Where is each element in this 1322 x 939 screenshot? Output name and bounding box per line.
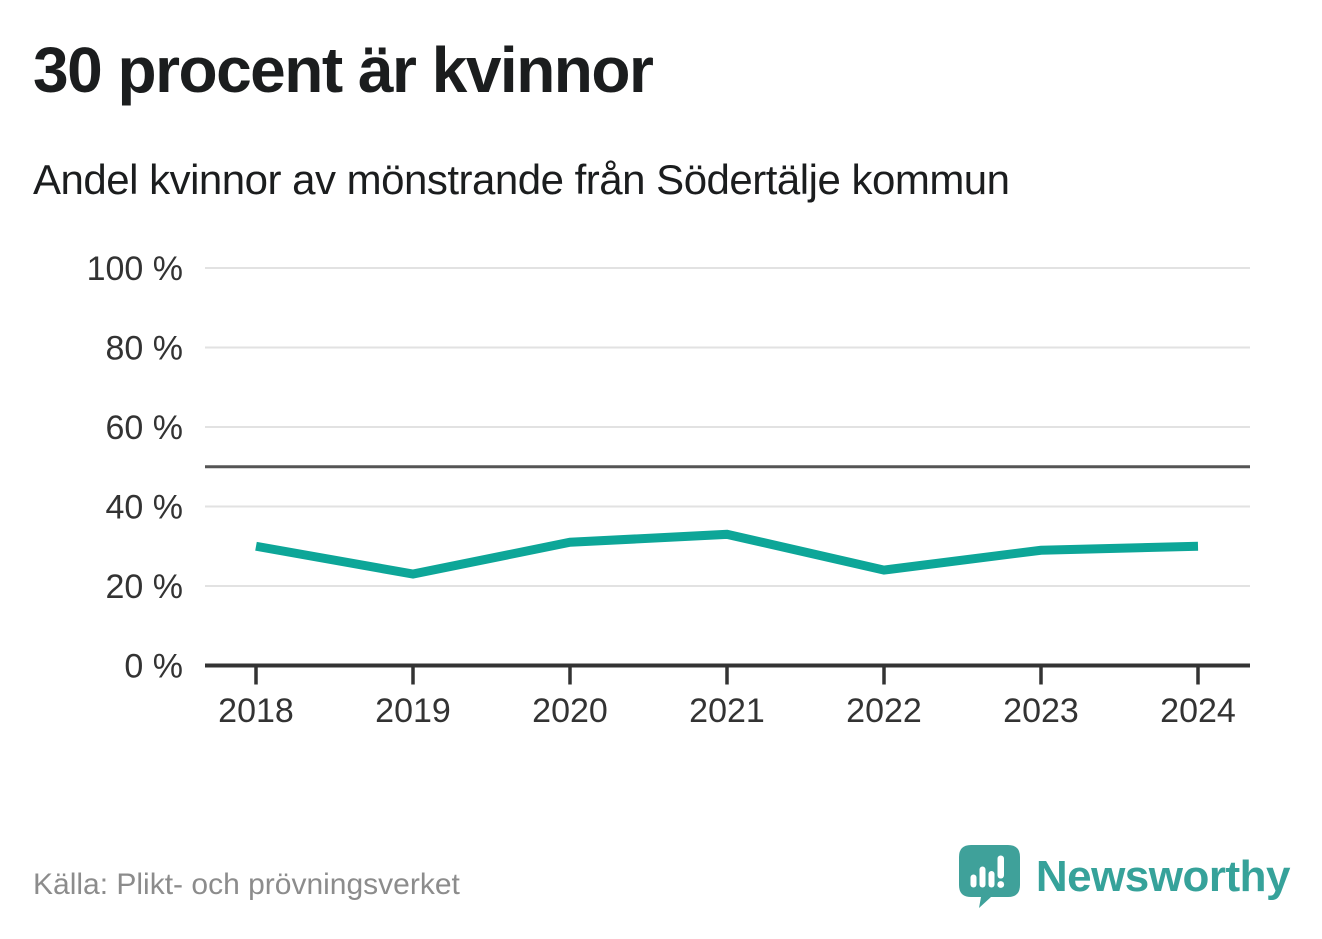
x-tick-label: 2022	[846, 692, 922, 730]
y-tick-label: 0 %	[124, 648, 183, 686]
source-note: Källa: Plikt- och prövningsverket	[33, 868, 460, 901]
newsworthy-logo: Newsworthy	[958, 844, 1291, 909]
x-tick-label: 2021	[689, 692, 765, 730]
data-line	[255, 529, 1199, 579]
y-tick-label: 60 %	[106, 409, 184, 447]
x-tick-label: 2020	[532, 692, 608, 730]
x-tick-label: 2024	[1160, 692, 1236, 730]
y-tick-label: 40 %	[106, 489, 184, 527]
newsworthy-logo-text: Newsworthy	[1035, 851, 1291, 901]
y-tick-label: 100 %	[87, 250, 183, 288]
y-tick-label: 20 %	[106, 568, 184, 606]
x-tick-label: 2018	[218, 692, 294, 730]
newsworthy-logo-icon	[958, 845, 1020, 908]
y-tick-label: 80 %	[106, 330, 184, 368]
chart-title: 30 procent är kvinnor	[33, 34, 654, 106]
x-tick-label: 2023	[1003, 692, 1079, 730]
x-tick-label: 2019	[375, 692, 451, 730]
chart-subtitle: Andel kvinnor av mönstrande från Södertä…	[33, 156, 1010, 203]
